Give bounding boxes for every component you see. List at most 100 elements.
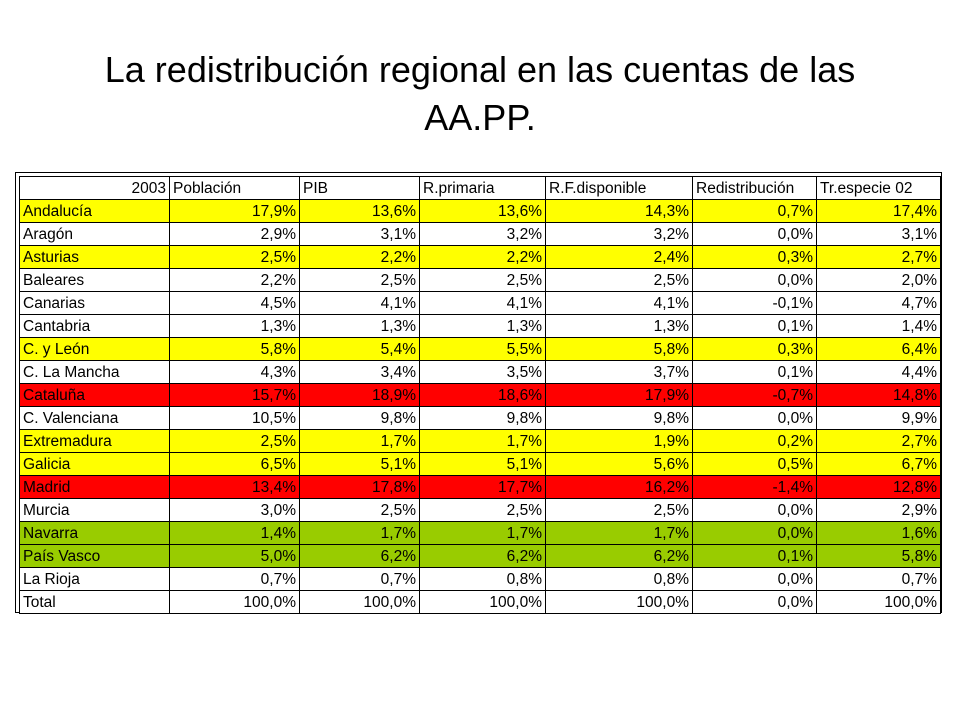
r-primaria-cell: 1,7% (419, 429, 546, 453)
region-cell: País Vasco (19, 544, 170, 568)
pib-cell: 5,4% (299, 337, 420, 361)
redistribucion-cell: 0,5% (692, 452, 817, 476)
redistribucion-cell: 0,2% (692, 429, 817, 453)
redistribution-table: 2003 Población PIB R.primaria R.F.dispon… (19, 176, 941, 614)
table-row: C. Valenciana 10,5% 9,8% 9,8% 9,8% 0,0% 9,9% (19, 406, 941, 430)
tr-especie-cell: 14,8% (816, 383, 941, 407)
rf-disponible-cell: 5,6% (545, 452, 693, 476)
pib-cell: 5,1% (299, 452, 420, 476)
table-row: Murcia 3,0% 2,5% 2,5% 2,5% 0,0% 2,9% (19, 498, 941, 522)
tr-especie-cell: 0,7% (816, 567, 941, 591)
rf-disponible-cell: 5,8% (545, 337, 693, 361)
tr-especie-cell: 100,0% (816, 590, 941, 614)
table-row: C. y León 5,8% 5,4% 5,5% 5,8% 0,3% 6,4% (19, 337, 941, 361)
tr-especie-cell: 2,7% (816, 245, 941, 269)
region-cell: Total (19, 590, 170, 614)
pib-cell: 2,5% (299, 268, 420, 292)
pib-cell: 1,7% (299, 521, 420, 545)
header-year: 2003 (19, 176, 170, 200)
poblacion-cell: 5,8% (169, 337, 300, 361)
rf-disponible-cell: 4,1% (545, 291, 693, 315)
pib-cell: 3,4% (299, 360, 420, 384)
poblacion-cell: 2,9% (169, 222, 300, 246)
r-primaria-cell: 4,1% (419, 291, 546, 315)
pib-cell: 0,7% (299, 567, 420, 591)
table-row: Cantabria 1,3% 1,3% 1,3% 1,3% 0,1% 1,4% (19, 314, 941, 338)
redistribucion-cell: 0,0% (692, 521, 817, 545)
redistribucion-cell: 0,0% (692, 406, 817, 430)
region-cell: C. La Mancha (19, 360, 170, 384)
pib-cell: 13,6% (299, 199, 420, 223)
r-primaria-cell: 1,3% (419, 314, 546, 338)
poblacion-cell: 4,5% (169, 291, 300, 315)
rf-disponible-cell: 16,2% (545, 475, 693, 499)
tr-especie-cell: 1,6% (816, 521, 941, 545)
r-primaria-cell: 0,8% (419, 567, 546, 591)
rf-disponible-cell: 100,0% (545, 590, 693, 614)
rf-disponible-cell: 9,8% (545, 406, 693, 430)
header-redistribucion: Redistribución (692, 176, 817, 200)
region-cell: Madrid (19, 475, 170, 499)
tr-especie-cell: 6,4% (816, 337, 941, 361)
region-cell: La Rioja (19, 567, 170, 591)
slide-title: La redistribución regional en las cuenta… (104, 49, 856, 138)
tr-especie-cell: 2,9% (816, 498, 941, 522)
rf-disponible-cell: 1,3% (545, 314, 693, 338)
r-primaria-cell: 9,8% (419, 406, 546, 430)
region-cell: Canarias (19, 291, 170, 315)
rf-disponible-cell: 2,4% (545, 245, 693, 269)
pib-cell: 17,8% (299, 475, 420, 499)
poblacion-cell: 2,2% (169, 268, 300, 292)
poblacion-cell: 2,5% (169, 245, 300, 269)
table-row: Extremadura 2,5% 1,7% 1,7% 1,9% 0,2% 2,7% (19, 429, 941, 453)
tr-especie-cell: 5,8% (816, 544, 941, 568)
region-cell: Galicia (19, 452, 170, 476)
table-row: Total 100,0% 100,0% 100,0% 100,0% 0,0% 100,0% (19, 590, 941, 614)
tr-especie-cell: 12,8% (816, 475, 941, 499)
rf-disponible-cell: 2,5% (545, 498, 693, 522)
redistribucion-cell: 0,1% (692, 360, 817, 384)
poblacion-cell: 1,3% (169, 314, 300, 338)
region-cell: Aragón (19, 222, 170, 246)
table-row: Galicia 6,5% 5,1% 5,1% 5,6% 0,5% 6,7% (19, 452, 941, 476)
table-row: Aragón 2,9% 3,1% 3,2% 3,2% 0,0% 3,1% (19, 222, 941, 246)
region-cell: Navarra (19, 521, 170, 545)
r-primaria-cell: 2,5% (419, 268, 546, 292)
rf-disponible-cell: 1,9% (545, 429, 693, 453)
pib-cell: 18,9% (299, 383, 420, 407)
r-primaria-cell: 5,1% (419, 452, 546, 476)
pib-cell: 9,8% (299, 406, 420, 430)
rf-disponible-cell: 14,3% (545, 199, 693, 223)
header-rf-disponible: R.F.disponible (545, 176, 693, 200)
tr-especie-cell: 2,7% (816, 429, 941, 453)
region-cell: Baleares (19, 268, 170, 292)
tr-especie-cell: 9,9% (816, 406, 941, 430)
r-primaria-cell: 17,7% (419, 475, 546, 499)
redistribucion-cell: -0,1% (692, 291, 817, 315)
region-cell: C. y León (19, 337, 170, 361)
poblacion-cell: 10,5% (169, 406, 300, 430)
table-row: C. La Mancha 4,3% 3,4% 3,5% 3,7% 0,1% 4,4% (19, 360, 941, 384)
header-poblacion: Población (169, 176, 300, 200)
rf-disponible-cell: 3,7% (545, 360, 693, 384)
redistribucion-cell: -0,7% (692, 383, 817, 407)
rf-disponible-cell: 6,2% (545, 544, 693, 568)
r-primaria-cell: 13,6% (419, 199, 546, 223)
table-body: 2003 Población PIB R.primaria R.F.dispon… (19, 176, 941, 614)
r-primaria-cell: 100,0% (419, 590, 546, 614)
redistribucion-cell: 0,0% (692, 498, 817, 522)
tr-especie-cell: 17,4% (816, 199, 941, 223)
table-row: Navarra 1,4% 1,7% 1,7% 1,7% 0,0% 1,6% (19, 521, 941, 545)
poblacion-cell: 0,7% (169, 567, 300, 591)
table-header-row: 2003 Población PIB R.primaria R.F.dispon… (19, 176, 941, 200)
r-primaria-cell: 3,5% (419, 360, 546, 384)
pib-cell: 2,2% (299, 245, 420, 269)
region-cell: Extremadura (19, 429, 170, 453)
pib-cell: 3,1% (299, 222, 420, 246)
table-row: Cataluña 15,7% 18,9% 18,6% 17,9% -0,7% 14,8% (19, 383, 941, 407)
poblacion-cell: 5,0% (169, 544, 300, 568)
r-primaria-cell: 2,5% (419, 498, 546, 522)
poblacion-cell: 4,3% (169, 360, 300, 384)
region-cell: Cataluña (19, 383, 170, 407)
